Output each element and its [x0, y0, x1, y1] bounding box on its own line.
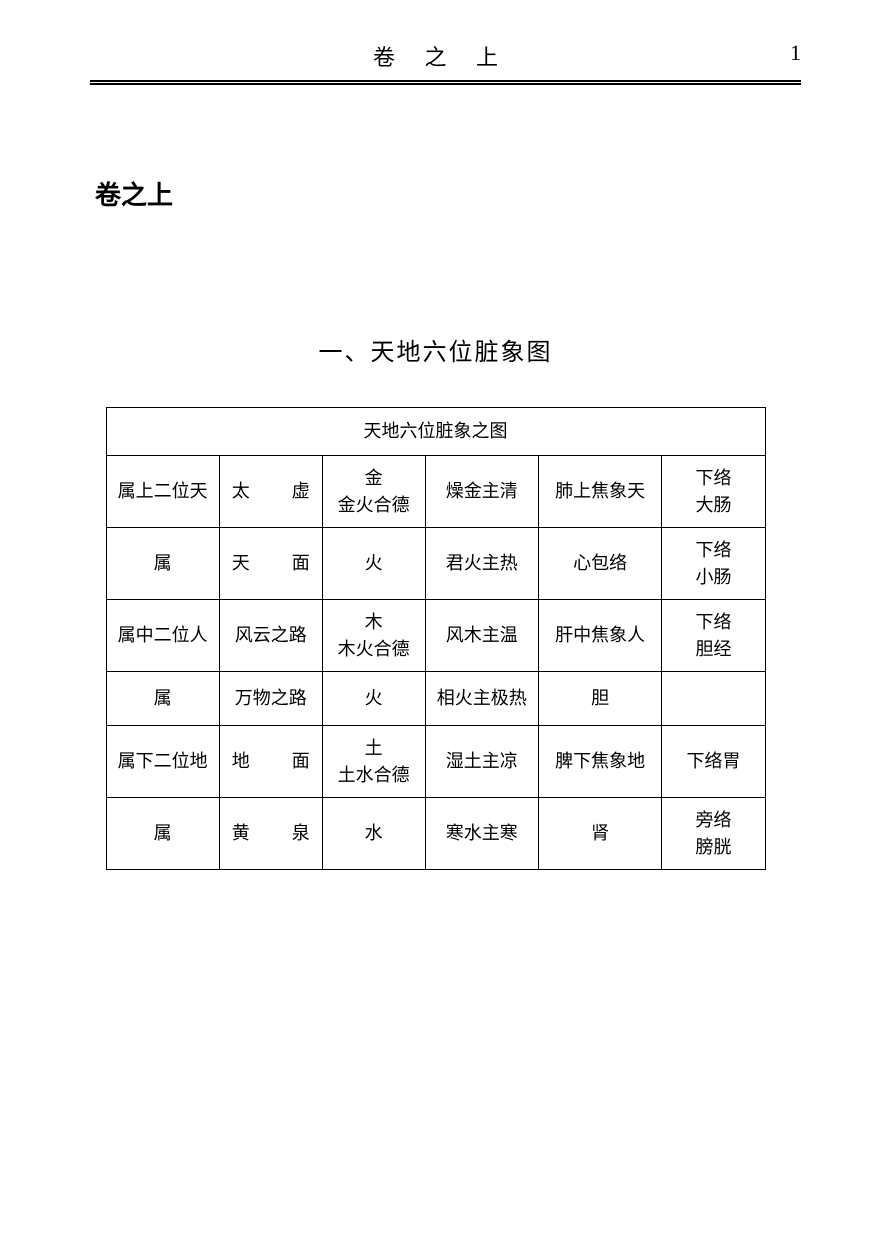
table-cell: 金金火合德 — [322, 456, 425, 528]
cell-line: 旁络 — [664, 807, 762, 834]
table-row: 属黄泉水寒水主寒肾旁络膀胱 — [106, 798, 765, 870]
table-cell — [662, 672, 765, 726]
table-cell: 风云之路 — [219, 600, 322, 672]
cell-line: 小肠 — [664, 564, 762, 591]
section-title: 卷之上 — [95, 175, 871, 212]
table-cell: 心包络 — [538, 528, 662, 600]
cell-line: 胆经 — [664, 636, 762, 663]
cell-line: 土水合德 — [325, 762, 423, 789]
table-cell: 下络胆经 — [662, 600, 765, 672]
table-cell: 肾 — [538, 798, 662, 870]
table-cell: 属下二位地 — [106, 726, 219, 798]
table-cell: 黄泉 — [219, 798, 322, 870]
header-rule — [90, 80, 801, 85]
table-cell: 土土水合德 — [322, 726, 425, 798]
page-header: 卷 之 上 1 — [0, 0, 871, 85]
table-cell: 属 — [106, 672, 219, 726]
table-cell: 属中二位人 — [106, 600, 219, 672]
cell-line: 下络 — [664, 537, 762, 564]
table-cell: 下络大肠 — [662, 456, 765, 528]
table-cell: 君火主热 — [425, 528, 538, 600]
table-caption: 天地六位脏象之图 — [106, 408, 765, 456]
table-cell: 火 — [322, 528, 425, 600]
table-cell: 肝中焦象人 — [538, 600, 662, 672]
cell-line: 金 — [325, 465, 423, 492]
cell-line: 金火合德 — [325, 492, 423, 519]
table-cell: 湿土主凉 — [425, 726, 538, 798]
table-cell: 地面 — [219, 726, 322, 798]
table-cell: 燥金主清 — [425, 456, 538, 528]
table-cell: 火 — [322, 672, 425, 726]
table-cell: 相火主极热 — [425, 672, 538, 726]
table-cell: 风木主温 — [425, 600, 538, 672]
cell-line: 膀胱 — [664, 834, 762, 861]
table-cell: 水 — [322, 798, 425, 870]
cell-line: 土 — [325, 735, 423, 762]
table-cell: 胆 — [538, 672, 662, 726]
cell-line: 下络 — [664, 465, 762, 492]
table-row: 属天面火君火主热心包络下络小肠 — [106, 528, 765, 600]
zangxiang-table: 天地六位脏象之图 属上二位天太虚金金火合德燥金主清肺上焦象天下络大肠属天面火君火… — [106, 407, 766, 870]
table-cell: 太虚 — [219, 456, 322, 528]
cell-line: 大肠 — [664, 492, 762, 519]
table-row: 属上二位天太虚金金火合德燥金主清肺上焦象天下络大肠 — [106, 456, 765, 528]
table-cell: 下络胃 — [662, 726, 765, 798]
cell-line: 木火合德 — [325, 636, 423, 663]
table-cell: 寒水主寒 — [425, 798, 538, 870]
table-cell: 木木火合德 — [322, 600, 425, 672]
table-row: 属中二位人风云之路木木火合德风木主温肝中焦象人下络胆经 — [106, 600, 765, 672]
table-cell: 天面 — [219, 528, 322, 600]
table-cell: 万物之路 — [219, 672, 322, 726]
table-cell: 脾下焦象地 — [538, 726, 662, 798]
chapter-title: 一、天地六位脏象图 — [0, 332, 871, 367]
page-number: 1 — [790, 40, 801, 66]
table-caption-row: 天地六位脏象之图 — [106, 408, 765, 456]
table-row: 属万物之路火相火主极热胆 — [106, 672, 765, 726]
table-cell: 属上二位天 — [106, 456, 219, 528]
cell-line: 下络 — [664, 609, 762, 636]
table-cell: 属 — [106, 798, 219, 870]
table-cell: 肺上焦象天 — [538, 456, 662, 528]
table-row: 属下二位地地面土土水合德湿土主凉脾下焦象地下络胃 — [106, 726, 765, 798]
table-cell: 属 — [106, 528, 219, 600]
table-cell: 旁络膀胱 — [662, 798, 765, 870]
running-title: 卷 之 上 — [0, 40, 871, 72]
table-cell: 下络小肠 — [662, 528, 765, 600]
cell-line: 木 — [325, 609, 423, 636]
table-container: 天地六位脏象之图 属上二位天太虚金金火合德燥金主清肺上焦象天下络大肠属天面火君火… — [106, 407, 766, 870]
